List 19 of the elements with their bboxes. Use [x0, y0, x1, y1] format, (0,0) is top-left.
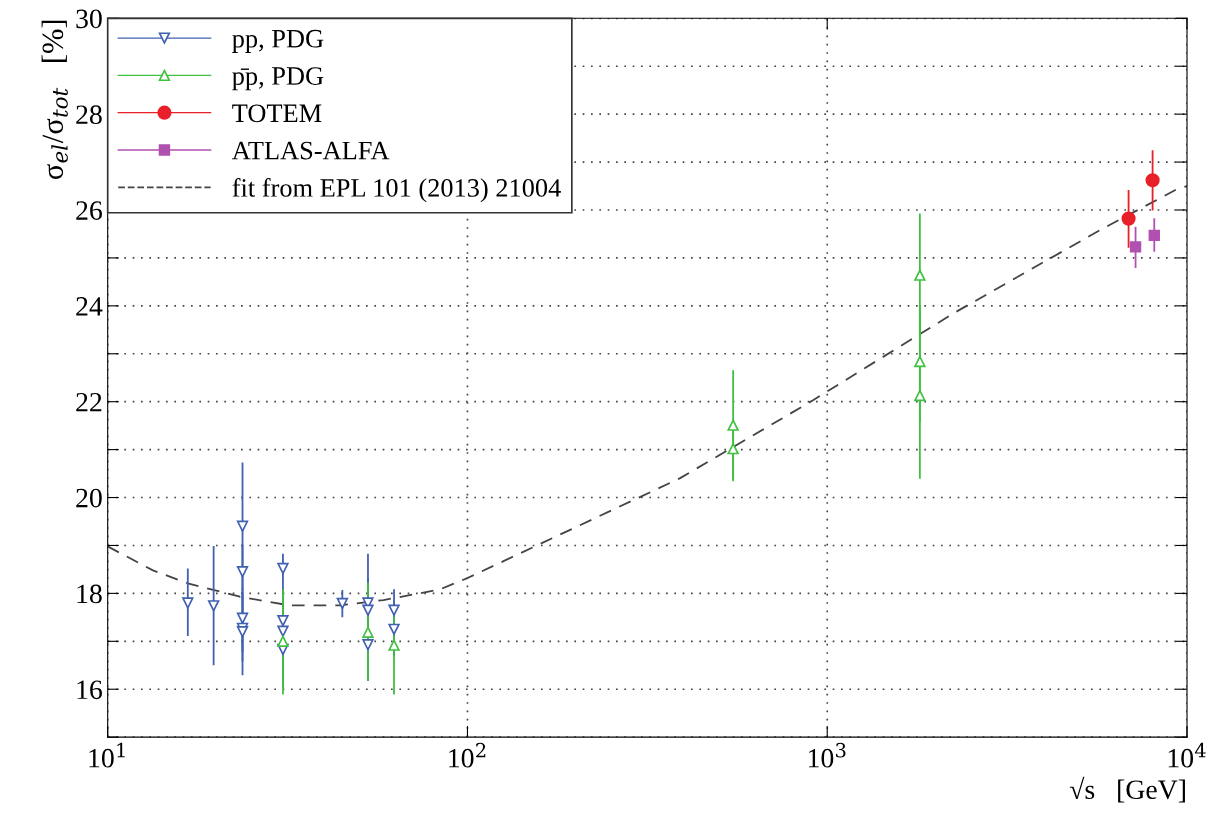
y-tick-label: 20 — [76, 488, 102, 508]
y-tick-label: 18 — [77, 584, 102, 604]
legend-label: TOTEM — [232, 104, 322, 123]
y-tick-label: 30 — [76, 9, 102, 29]
y-tick-label: 16 — [77, 680, 102, 700]
x-tick-label: 10$^{3}$ — [808, 742, 846, 768]
x-tick-label: 10$^{4}$ — [1168, 742, 1206, 768]
y-tick-label: 28 — [76, 105, 102, 125]
y-tick-label: 22 — [76, 392, 102, 412]
x-tick-label: 10$^{2}$ — [449, 742, 486, 768]
legend-label: fit from EPL 101 (2013) 21004 — [232, 178, 561, 203]
legend-label: ATLAS-ALFA — [231, 141, 390, 160]
x-tick-label: 10$^{1}$ — [89, 742, 125, 768]
text: σ$_{el}$/σ$_{tot}$ [%] — [41, 20, 68, 180]
legend-label: p̄p, PDG — [232, 67, 324, 91]
y-tick-label: 24 — [76, 297, 103, 316]
y-tick-label: 26 — [76, 201, 102, 220]
x-axis-title: √s [GeV] — [1069, 776, 1185, 803]
legend-label: pp, PDG — [232, 29, 324, 53]
